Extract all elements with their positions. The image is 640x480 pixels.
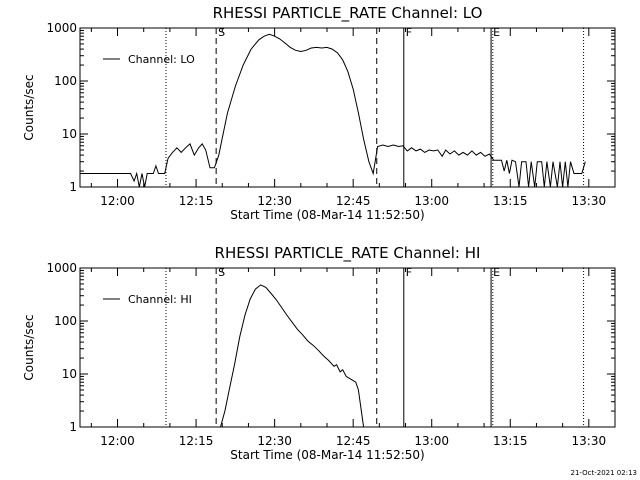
x-tick-label: 12:00 <box>100 434 135 448</box>
plot-frame <box>79 27 616 188</box>
x-tick-label: 13:15 <box>493 194 528 208</box>
x-tick-label: 13:30 <box>572 434 607 448</box>
time-marker-label: F <box>406 266 412 279</box>
legend-label: Channel: LO <box>128 53 195 66</box>
y-axis-label: Counts/sec <box>22 314 36 380</box>
y-axis-label: Counts/sec <box>22 74 36 140</box>
x-tick-label: 12:45 <box>336 194 371 208</box>
x-axis-label: Start Time (08-Mar-14 11:52:50) <box>230 448 424 462</box>
x-tick-label: 12:15 <box>179 434 214 448</box>
x-tick-label: 13:15 <box>493 434 528 448</box>
x-tick-label: 12:30 <box>257 194 292 208</box>
y-tick-label: 1 <box>69 180 77 194</box>
y-tick-label: 1 <box>69 420 77 434</box>
panel-hi: RHESSI PARTICLE_RATE Channel: HI 1 10 100 10… <box>22 244 616 462</box>
chart-title: RHESSI PARTICLE_RATE Channel: LO <box>213 4 483 23</box>
footer-timestamp: 21-Oct-2021 02:13 <box>571 469 637 477</box>
panel-lo: RHESSI PARTICLE_RATE Channel: LO 1 10 100 10… <box>22 4 616 222</box>
time-marker-label: E <box>493 26 500 39</box>
y-tick-label: 1000 <box>46 261 77 275</box>
time-marker-label: S <box>218 266 225 279</box>
plot-frame <box>79 267 616 428</box>
x-tick-label: 12:30 <box>257 434 292 448</box>
y-tick-label: 10 <box>62 127 77 141</box>
y-tick-label: 10 <box>62 367 77 381</box>
series-line <box>220 284 365 428</box>
x-tick-label: 13:00 <box>414 194 449 208</box>
time-marker-label: S <box>218 26 225 39</box>
x-tick-label: 12:45 <box>336 434 371 448</box>
series-line <box>80 33 586 188</box>
x-tick-label: 13:00 <box>414 434 449 448</box>
y-tick-label: 100 <box>54 314 77 328</box>
legend-label: Channel: HI <box>128 293 192 306</box>
x-tick-label: 13:30 <box>572 194 607 208</box>
time-marker-label: F <box>406 26 412 39</box>
x-axis-label: Start Time (08-Mar-14 11:52:50) <box>230 208 424 222</box>
y-tick-label: 100 <box>54 74 77 88</box>
chart-title: RHESSI PARTICLE_RATE Channel: HI <box>215 244 481 263</box>
x-tick-label: 12:00 <box>100 194 135 208</box>
time-marker-label: E <box>493 266 500 279</box>
y-tick-label: 1000 <box>46 21 77 35</box>
x-tick-label: 12:15 <box>179 194 214 208</box>
